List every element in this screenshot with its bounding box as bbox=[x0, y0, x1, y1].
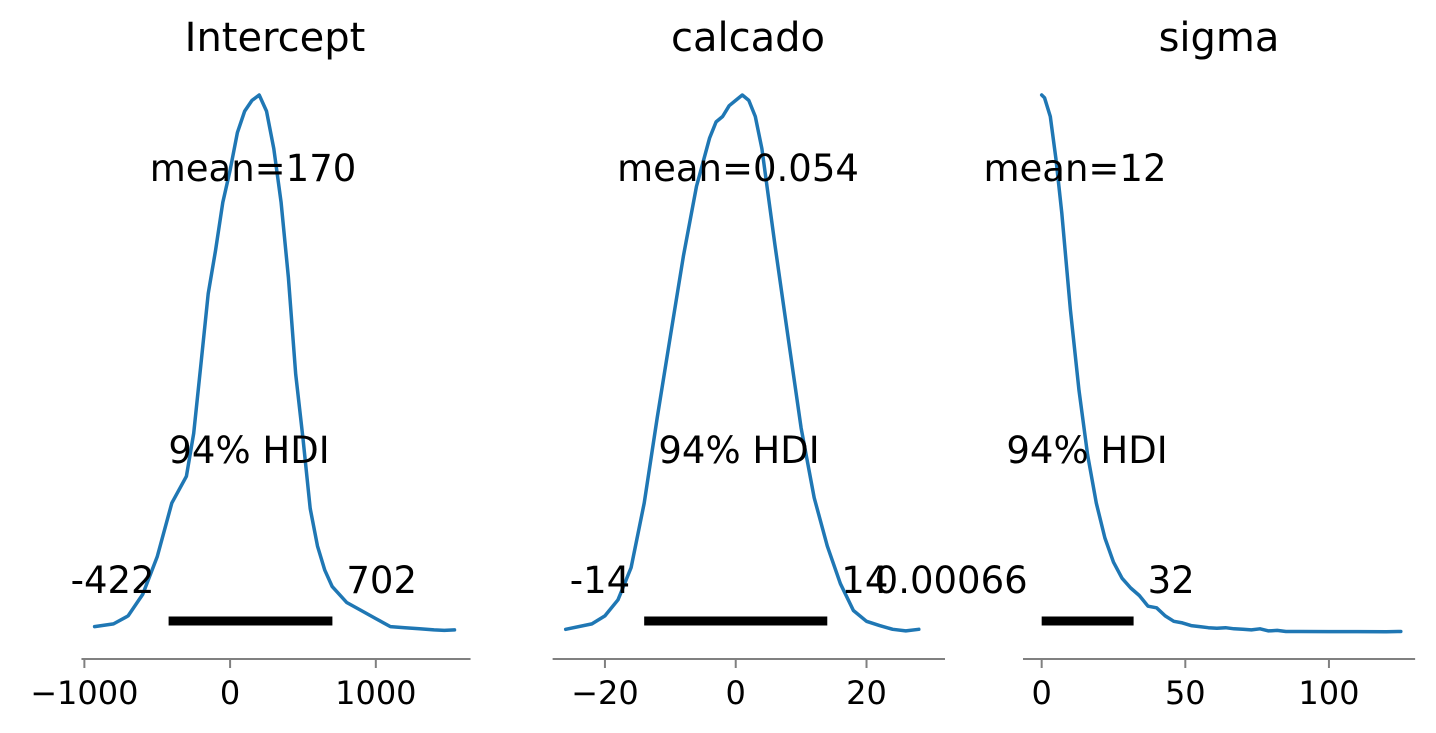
panel-title: sigma bbox=[1159, 15, 1280, 61]
mean-label: mean=0.054 bbox=[617, 147, 859, 190]
x-tick-label: 0 bbox=[1031, 674, 1051, 712]
hdi-low-label: -14 bbox=[570, 559, 630, 602]
hdi-high-label: 14 bbox=[841, 559, 888, 602]
panel-calcado: calcado mean=0.054 94% HDI -14 14 −20 0 20 bbox=[552, 15, 945, 712]
x-tick-label: 0 bbox=[726, 674, 746, 712]
x-tick-label: 20 bbox=[846, 674, 887, 712]
hdi-label: 94% HDI bbox=[1006, 429, 1167, 472]
panel-sigma: sigma mean=12 94% HDI 0.00066 32 0 50 100 bbox=[875, 15, 1416, 712]
x-tick-label: 0 bbox=[220, 674, 240, 712]
mean-label: mean=170 bbox=[150, 147, 357, 190]
x-tick-label: −1000 bbox=[30, 674, 138, 712]
x-tick-label: 1000 bbox=[335, 674, 416, 712]
panel-title: calcado bbox=[671, 15, 825, 61]
x-tick-label: −20 bbox=[571, 674, 639, 712]
panel-intercept: Intercept mean=170 94% HDI -422 702 −1000 0 100… bbox=[30, 15, 471, 712]
hdi-label: 94% HDI bbox=[168, 429, 329, 472]
density-curve bbox=[1039, 93, 1403, 634]
panel-title: Intercept bbox=[185, 15, 366, 61]
mean-label: mean=12 bbox=[983, 147, 1166, 190]
hdi-high-label: 32 bbox=[1148, 559, 1195, 602]
hdi-low-label: -422 bbox=[71, 559, 155, 602]
density-curve bbox=[92, 93, 457, 633]
x-tick-label: 50 bbox=[1165, 674, 1206, 712]
hdi-label: 94% HDI bbox=[658, 429, 819, 472]
panels: Intercept mean=170 94% HDI -422 702 −1000 0 100… bbox=[30, 15, 1416, 712]
hdi-low-label: 0.00066 bbox=[875, 559, 1028, 602]
x-tick-label: 100 bbox=[1298, 674, 1359, 712]
hdi-high-label: 702 bbox=[346, 559, 417, 602]
density-curve bbox=[563, 93, 921, 633]
